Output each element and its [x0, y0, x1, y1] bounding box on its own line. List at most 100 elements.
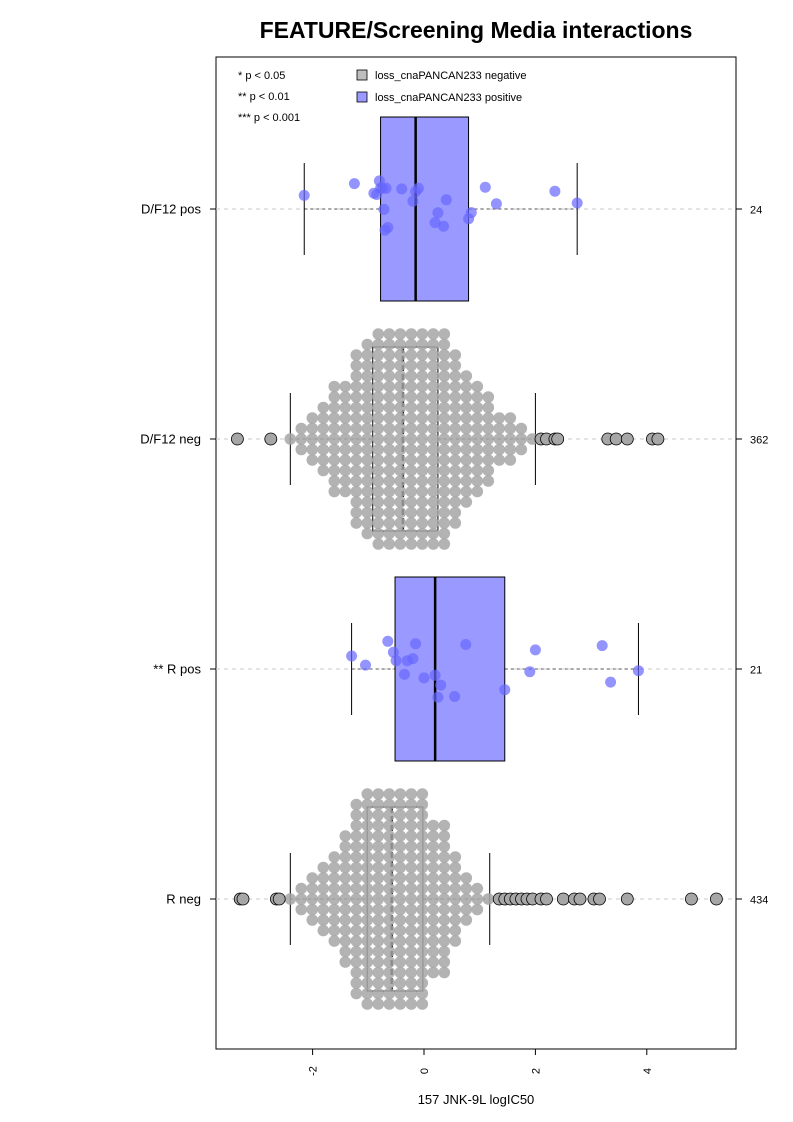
- swarm-point: [372, 454, 385, 466]
- swarm-point: [383, 956, 396, 968]
- swarm-point: [438, 861, 451, 874]
- swarm-point: [339, 401, 352, 414]
- swarm-point: [339, 485, 352, 498]
- swarm-point: [427, 956, 440, 968]
- swarm-point: [449, 422, 462, 435]
- swarm-point: [427, 370, 440, 382]
- swarm-point: [394, 809, 407, 821]
- swarm-point: [372, 882, 385, 895]
- swarm-point: [449, 893, 462, 905]
- swarm-point: [405, 422, 418, 435]
- swarm-point: [383, 851, 396, 863]
- swarm-point: [372, 412, 385, 424]
- swarm-point: [372, 935, 385, 947]
- swarm-point: [405, 380, 418, 393]
- swarm-point: [361, 788, 374, 800]
- swarm-point: [383, 872, 396, 884]
- swarm-point: [361, 903, 374, 916]
- chart-title: FEATURE/Screening Media interactions: [260, 17, 693, 43]
- data-point: [396, 183, 408, 195]
- swarm-point: [350, 840, 363, 853]
- swarm-point: [405, 412, 418, 424]
- box-layer: [289, 116, 639, 992]
- swarm-point: [416, 391, 429, 403]
- significance-legend-item: *** p < 0.001: [238, 112, 300, 124]
- data-point: [632, 665, 644, 677]
- swarm-point: [405, 903, 418, 916]
- swarm-point: [460, 914, 473, 926]
- swarm-point: [416, 893, 429, 905]
- swarm-point: [350, 359, 363, 372]
- swarm-point: [339, 872, 352, 884]
- swarm-point: [361, 391, 374, 403]
- swarm-point: [504, 433, 517, 445]
- data-point: [429, 217, 441, 229]
- swarm-point: [405, 998, 418, 1010]
- swarm-point: [372, 851, 385, 863]
- box: [380, 116, 470, 302]
- swarm-point: [416, 851, 429, 863]
- swarm-point: [383, 924, 396, 937]
- swarm-point: [405, 851, 418, 863]
- swarm-point: [328, 454, 341, 466]
- swarm-point: [394, 370, 407, 382]
- swarm-point: [383, 819, 396, 832]
- swarm-point: [317, 882, 330, 895]
- swarm-point: [438, 412, 451, 424]
- swarm-point: [328, 924, 341, 937]
- swarm-point: [372, 998, 385, 1010]
- swarm-point: [383, 359, 396, 372]
- data-point: [418, 672, 430, 684]
- swarm-point: [427, 966, 440, 979]
- swarm-point: [438, 819, 451, 832]
- swarm-point: [372, 977, 385, 989]
- swarm-point: [383, 914, 396, 926]
- data-point: [298, 189, 310, 201]
- group-count: 21: [750, 665, 762, 677]
- swarm-point: [317, 422, 330, 435]
- swarm-point: [383, 945, 396, 958]
- swarm-point: [317, 401, 330, 414]
- data-point: [348, 178, 360, 190]
- data-point: [382, 635, 394, 647]
- swarm-point: [405, 443, 418, 456]
- swarm-point: [394, 903, 407, 916]
- swarm-point: [416, 830, 429, 842]
- swarm-point: [317, 861, 330, 874]
- swarm-point: [438, 380, 451, 393]
- swarm-point: [306, 914, 319, 926]
- swarm-point: [405, 391, 418, 403]
- swarm-point: [416, 809, 429, 821]
- swarm-point: [317, 872, 330, 884]
- swarm-point: [328, 861, 341, 874]
- swarm-point: [493, 422, 506, 435]
- swarm-point: [449, 517, 462, 529]
- swarm-point: [438, 422, 451, 435]
- swarm-point: [438, 338, 451, 351]
- swarm-point: [328, 464, 341, 477]
- swarm-point: [339, 851, 352, 863]
- data-point: [380, 182, 392, 194]
- swarm-point: [361, 464, 374, 477]
- swarm-point: [416, 798, 429, 811]
- data-point: [378, 203, 390, 215]
- data-point: [465, 207, 477, 219]
- swarm-point: [394, 454, 407, 466]
- swarm-point: [449, 872, 462, 884]
- swarm-point: [427, 903, 440, 916]
- swarm-point: [361, 851, 374, 863]
- swarm-point: [328, 380, 341, 393]
- swarm-point: [416, 496, 429, 508]
- swarm-point: [438, 443, 451, 456]
- swarm-point: [394, 475, 407, 487]
- swarm-point: [405, 517, 418, 529]
- x-tick-label: 4: [642, 1068, 654, 1074]
- swarm-point: [361, 830, 374, 842]
- swarm-point: [328, 935, 341, 947]
- swarm-point: [460, 872, 473, 884]
- group-label: D/F12 neg: [140, 432, 201, 447]
- swarm-point: [405, 840, 418, 853]
- swarm-point: [328, 914, 341, 926]
- swarm-point: [372, 349, 385, 361]
- swarm-point: [372, 475, 385, 487]
